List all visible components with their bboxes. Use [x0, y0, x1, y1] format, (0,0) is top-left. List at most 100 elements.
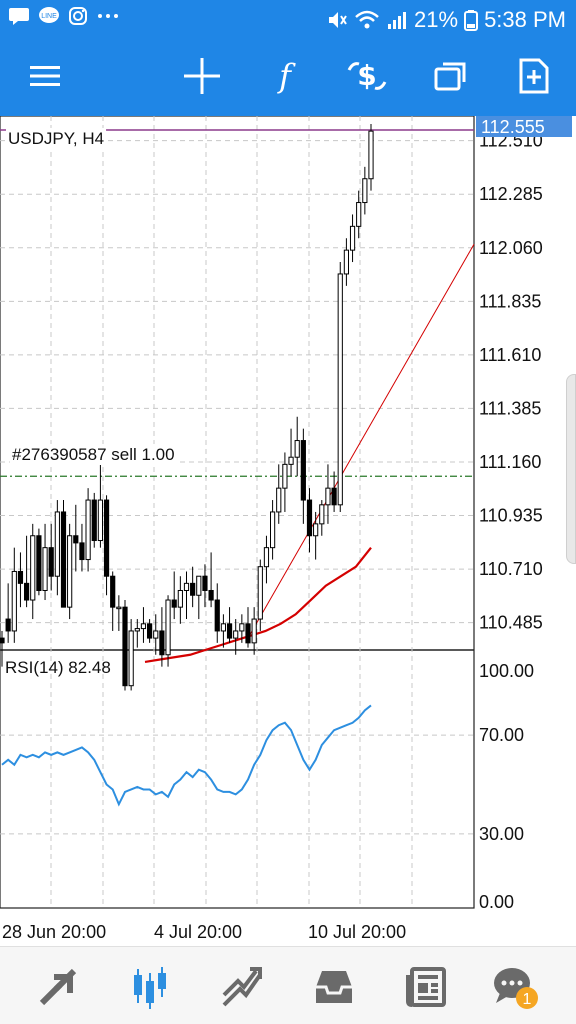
- indicators-button[interactable]: f: [263, 54, 307, 98]
- history-icon: [316, 971, 352, 1003]
- candle-body: [196, 575, 202, 596]
- candle-body: [97, 499, 104, 542]
- price-tick-label: 110.935: [479, 506, 543, 526]
- menu-button[interactable]: [23, 54, 67, 98]
- chat-nav-icon: 1: [494, 968, 538, 1009]
- candle-body: [288, 456, 294, 465]
- candle-body: [183, 582, 190, 591]
- quotes-icon: [39, 968, 77, 1006]
- indicators-icon: f: [277, 58, 296, 94]
- candle-body: [331, 487, 337, 506]
- candle-body: [30, 535, 36, 601]
- candle-body: [226, 623, 233, 639]
- status-left: LINE: [8, 6, 120, 26]
- candle-body: [153, 630, 159, 639]
- candle-body: [349, 225, 356, 251]
- rsi-tick-label: 100.00: [479, 661, 534, 681]
- trend-line[interactable]: [247, 243, 475, 639]
- chart-scroll-handle[interactable]: [566, 374, 576, 564]
- nav-chat[interactable]: 1: [490, 961, 542, 1013]
- status-bar: LINE 21% 5:38 PM: [0, 0, 576, 38]
- candle-body: [239, 623, 245, 632]
- candle-body: [48, 547, 54, 577]
- price-tick-label: 112.060: [479, 238, 543, 258]
- bottom-navigation: 1: [0, 946, 576, 1024]
- nav-history[interactable]: [308, 961, 360, 1013]
- current-price-tag: 112.555: [476, 116, 572, 137]
- price-tick-label: 111.160: [479, 452, 541, 472]
- rsi-tick-label: 0.00: [479, 892, 514, 912]
- price-tick-label: 111.835: [479, 291, 541, 311]
- order-label-bg: [10, 444, 177, 465]
- rsi-line: [1, 704, 372, 807]
- chat-icon: [9, 8, 29, 25]
- candle-body: [159, 630, 165, 656]
- candle-body: [42, 547, 48, 591]
- nav-trade[interactable]: [216, 961, 268, 1013]
- charts-icon: [134, 967, 166, 1009]
- signal-icon: [388, 12, 407, 29]
- candle-body: [134, 628, 140, 632]
- time-axis-label: 10 Jul 20:00: [308, 922, 406, 942]
- trade-icon: $: [347, 59, 387, 92]
- candle-body: [11, 570, 17, 632]
- candle-body: [325, 487, 331, 506]
- battery-percent: 21%: [414, 7, 459, 32]
- symbol-label-bg: [6, 128, 107, 149]
- candle-body: [103, 499, 110, 577]
- price-chart[interactable]: 112.510112.285112.060111.835111.610111.3…: [0, 115, 576, 946]
- candle-body: [202, 575, 208, 591]
- price-tick-label: 111.610: [479, 345, 541, 365]
- candle-body: [263, 547, 270, 568]
- nav-quotes[interactable]: [32, 961, 84, 1013]
- windows-icon: [434, 62, 466, 91]
- chart-area[interactable]: 112.510 112.285 112.060 111.835 111.610 111.3…: [0, 115, 576, 946]
- crosshair-button[interactable]: [180, 54, 224, 98]
- price-tick-label: 110.710: [479, 559, 543, 579]
- more-icon: [98, 14, 118, 18]
- order-label: #276390587 sell 1.00: [12, 445, 175, 464]
- candle-body: [128, 630, 134, 687]
- current-price-label: 112.555: [481, 117, 545, 137]
- candle-body: [67, 535, 73, 608]
- candle-body: [140, 623, 147, 630]
- trade-button[interactable]: $: [345, 54, 389, 98]
- svg-text:LINE: LINE: [41, 13, 57, 20]
- price-tick-label: 110.485: [479, 613, 543, 633]
- candle-body: [208, 589, 214, 601]
- candle-body: [165, 599, 171, 656]
- candle-body: [356, 202, 362, 227]
- nav-charts[interactable]: [124, 961, 176, 1013]
- candle-body: [5, 618, 11, 632]
- rsi-tick-label: 30.00: [479, 824, 524, 844]
- instagram-icon: [69, 7, 87, 25]
- status-time: 5:38 PM: [484, 7, 566, 32]
- candle-body: [257, 566, 263, 620]
- candle-body: [122, 606, 128, 687]
- symbol-label: USDJPY, H4: [8, 129, 104, 148]
- nav-news[interactable]: [400, 961, 452, 1013]
- candle-body: [60, 511, 67, 608]
- news-icon: [406, 967, 446, 1007]
- candle-body: [245, 623, 251, 644]
- candle-body: [0, 637, 5, 644]
- windows-button[interactable]: [429, 54, 473, 98]
- candle-body: [220, 623, 227, 632]
- candle-body: [276, 487, 282, 513]
- candle-body: [36, 535, 42, 591]
- candle-body: [177, 589, 183, 608]
- candle-body: [300, 440, 306, 501]
- line-icon: LINE: [39, 7, 59, 23]
- candle-body: [190, 582, 196, 596]
- svg-text:1: 1: [523, 991, 532, 1008]
- candle-body: [147, 623, 153, 639]
- candle-body: [306, 499, 313, 537]
- candle-body: [171, 599, 177, 608]
- candle-body: [270, 511, 276, 549]
- candle-body: [319, 504, 325, 525]
- candle-body: [17, 570, 24, 584]
- time-axis-label: 28 Jun 20:00: [2, 922, 106, 942]
- svg-text:f: f: [277, 58, 296, 94]
- candle-body: [24, 582, 30, 601]
- new-order-button[interactable]: [512, 54, 556, 98]
